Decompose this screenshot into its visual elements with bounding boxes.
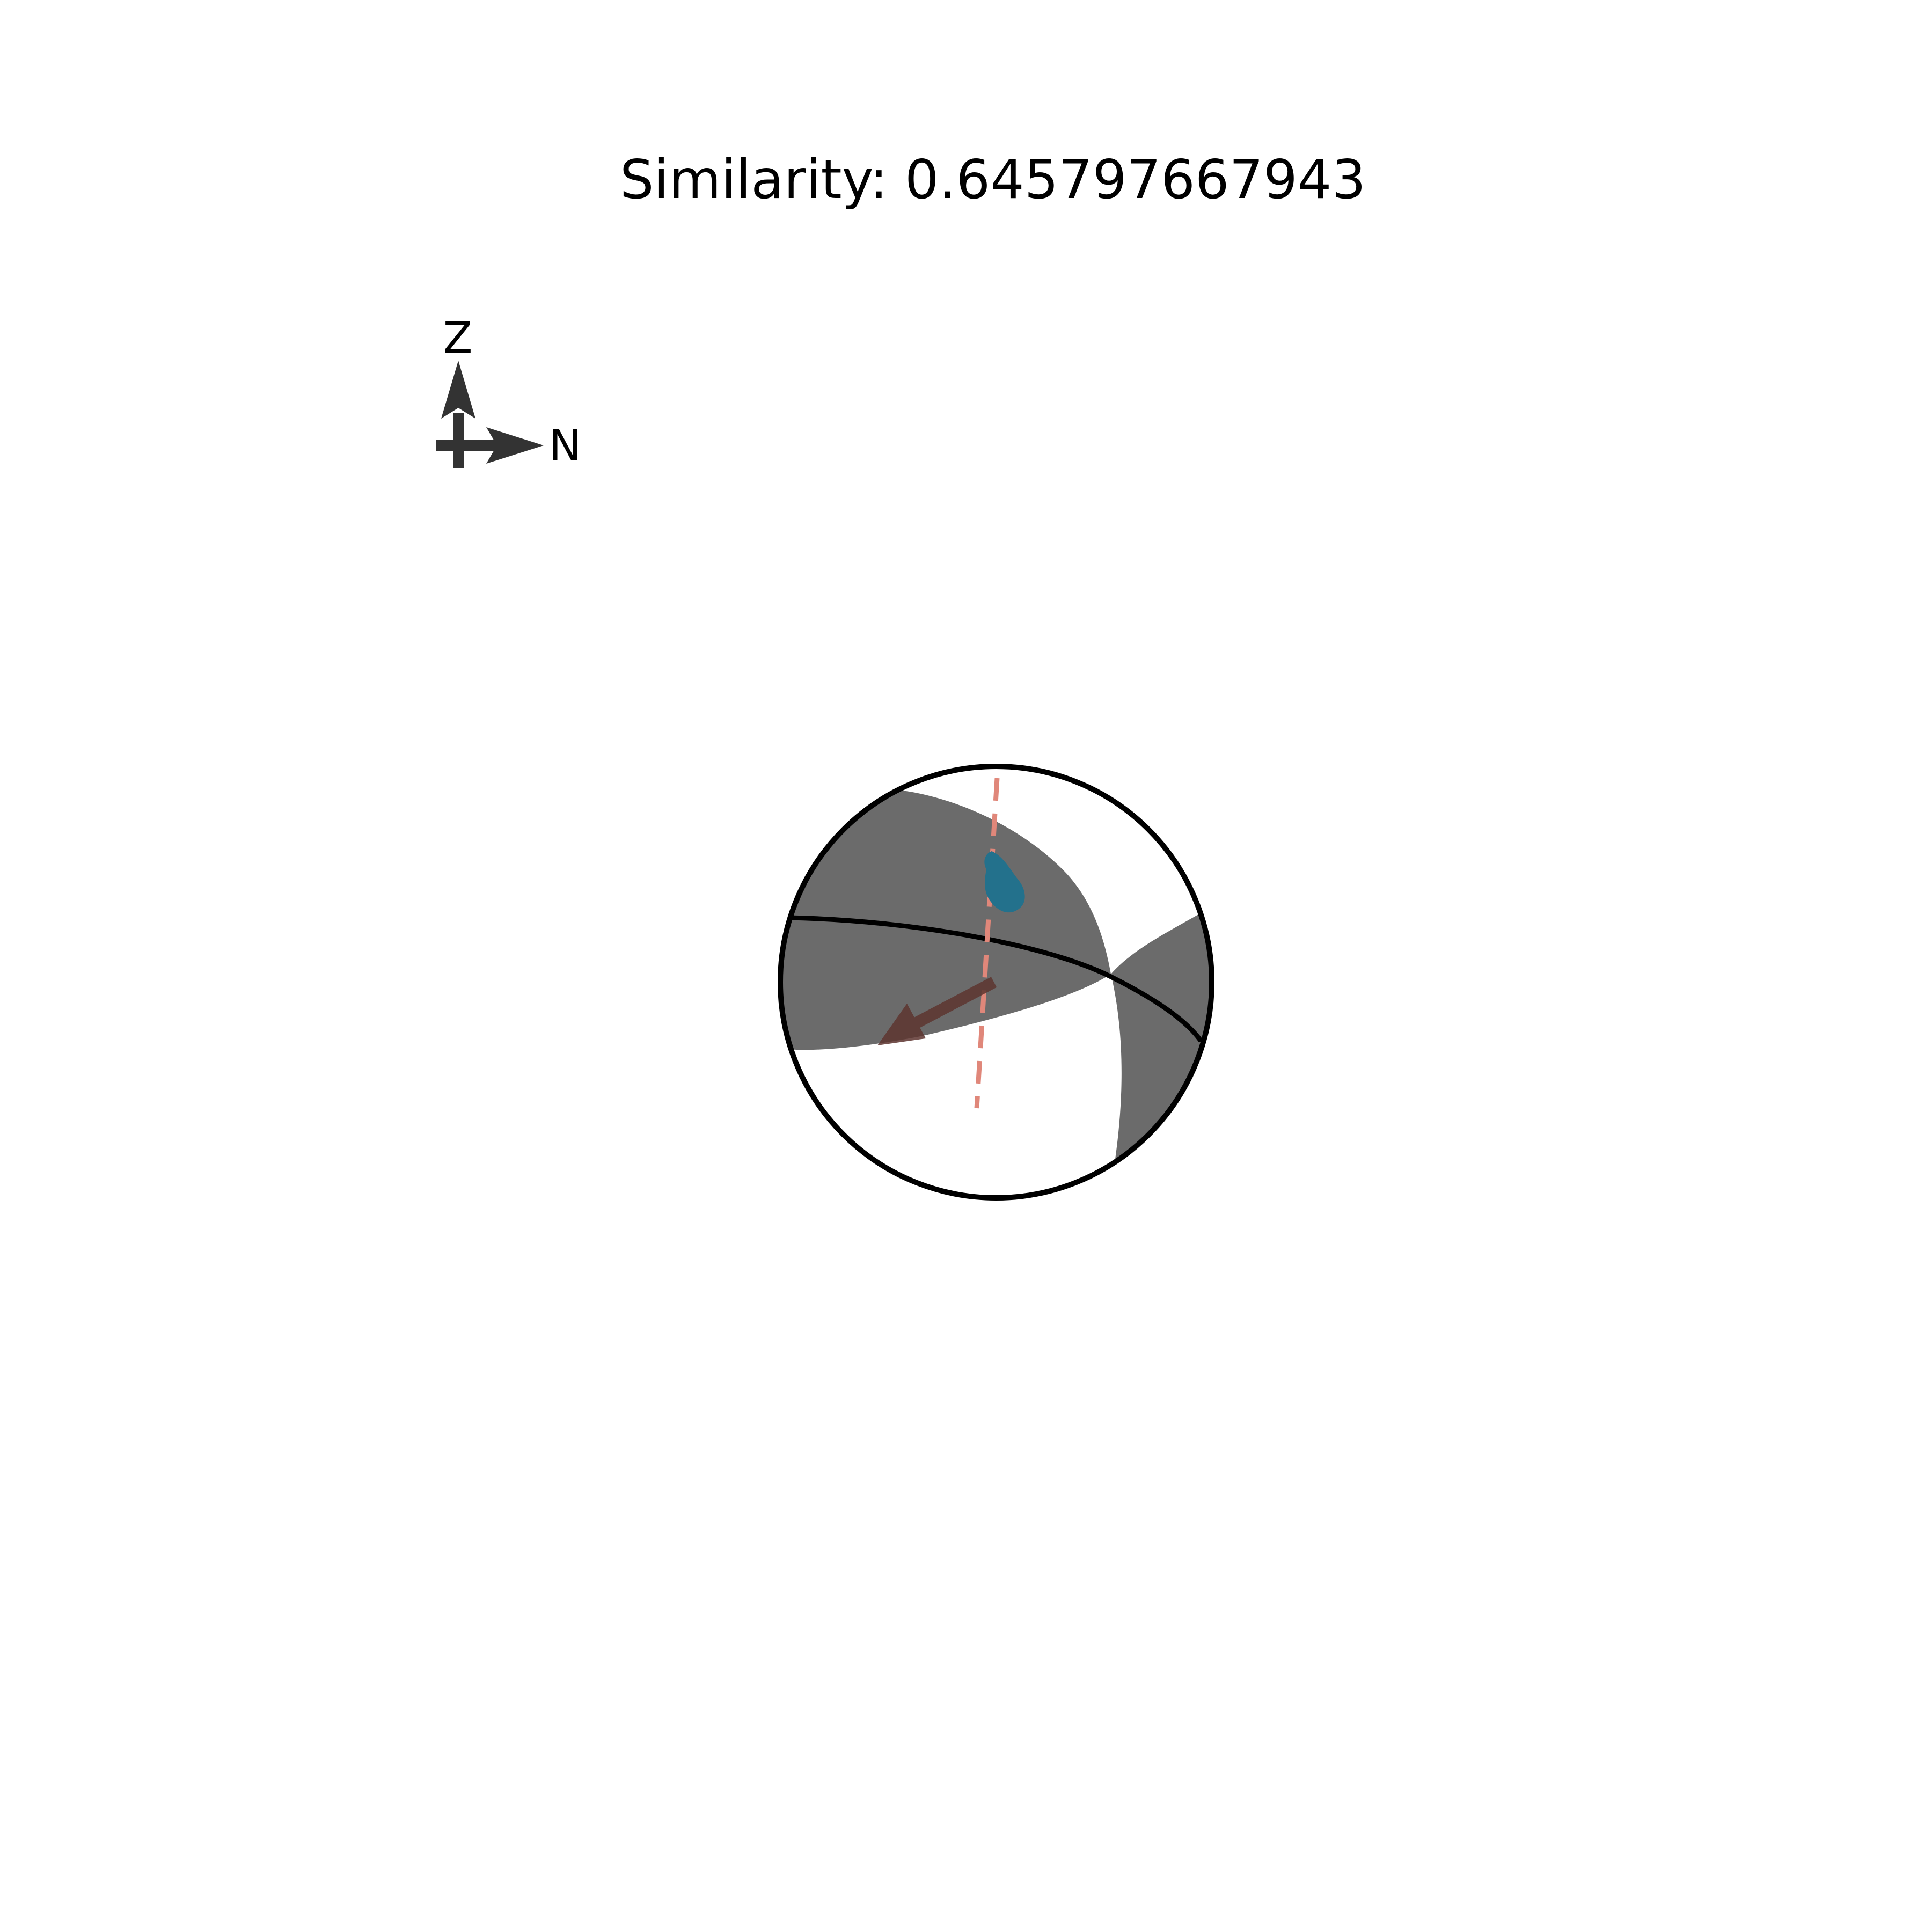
shaded-lobe-main	[780, 766, 1111, 1050]
n-axis-shaft	[436, 440, 506, 451]
slip-vector-arrow	[877, 977, 997, 1045]
orientation-key: Z N	[436, 313, 581, 471]
stereonet-boundary	[778, 764, 1214, 1201]
n-axis-arrowhead	[486, 427, 544, 464]
figure-title: Similarity: 0.645797667943	[620, 148, 1366, 211]
z-axis-label: Z	[443, 313, 473, 363]
fault-plane-trace	[788, 915, 1203, 1043]
pole-marker	[984, 851, 1025, 913]
n-axis-label: N	[549, 421, 581, 471]
dashed-auxiliary-trace	[974, 778, 1000, 1109]
shaded-lobe-right	[1111, 907, 1212, 1198]
z-axis-arrowhead	[441, 361, 475, 419]
